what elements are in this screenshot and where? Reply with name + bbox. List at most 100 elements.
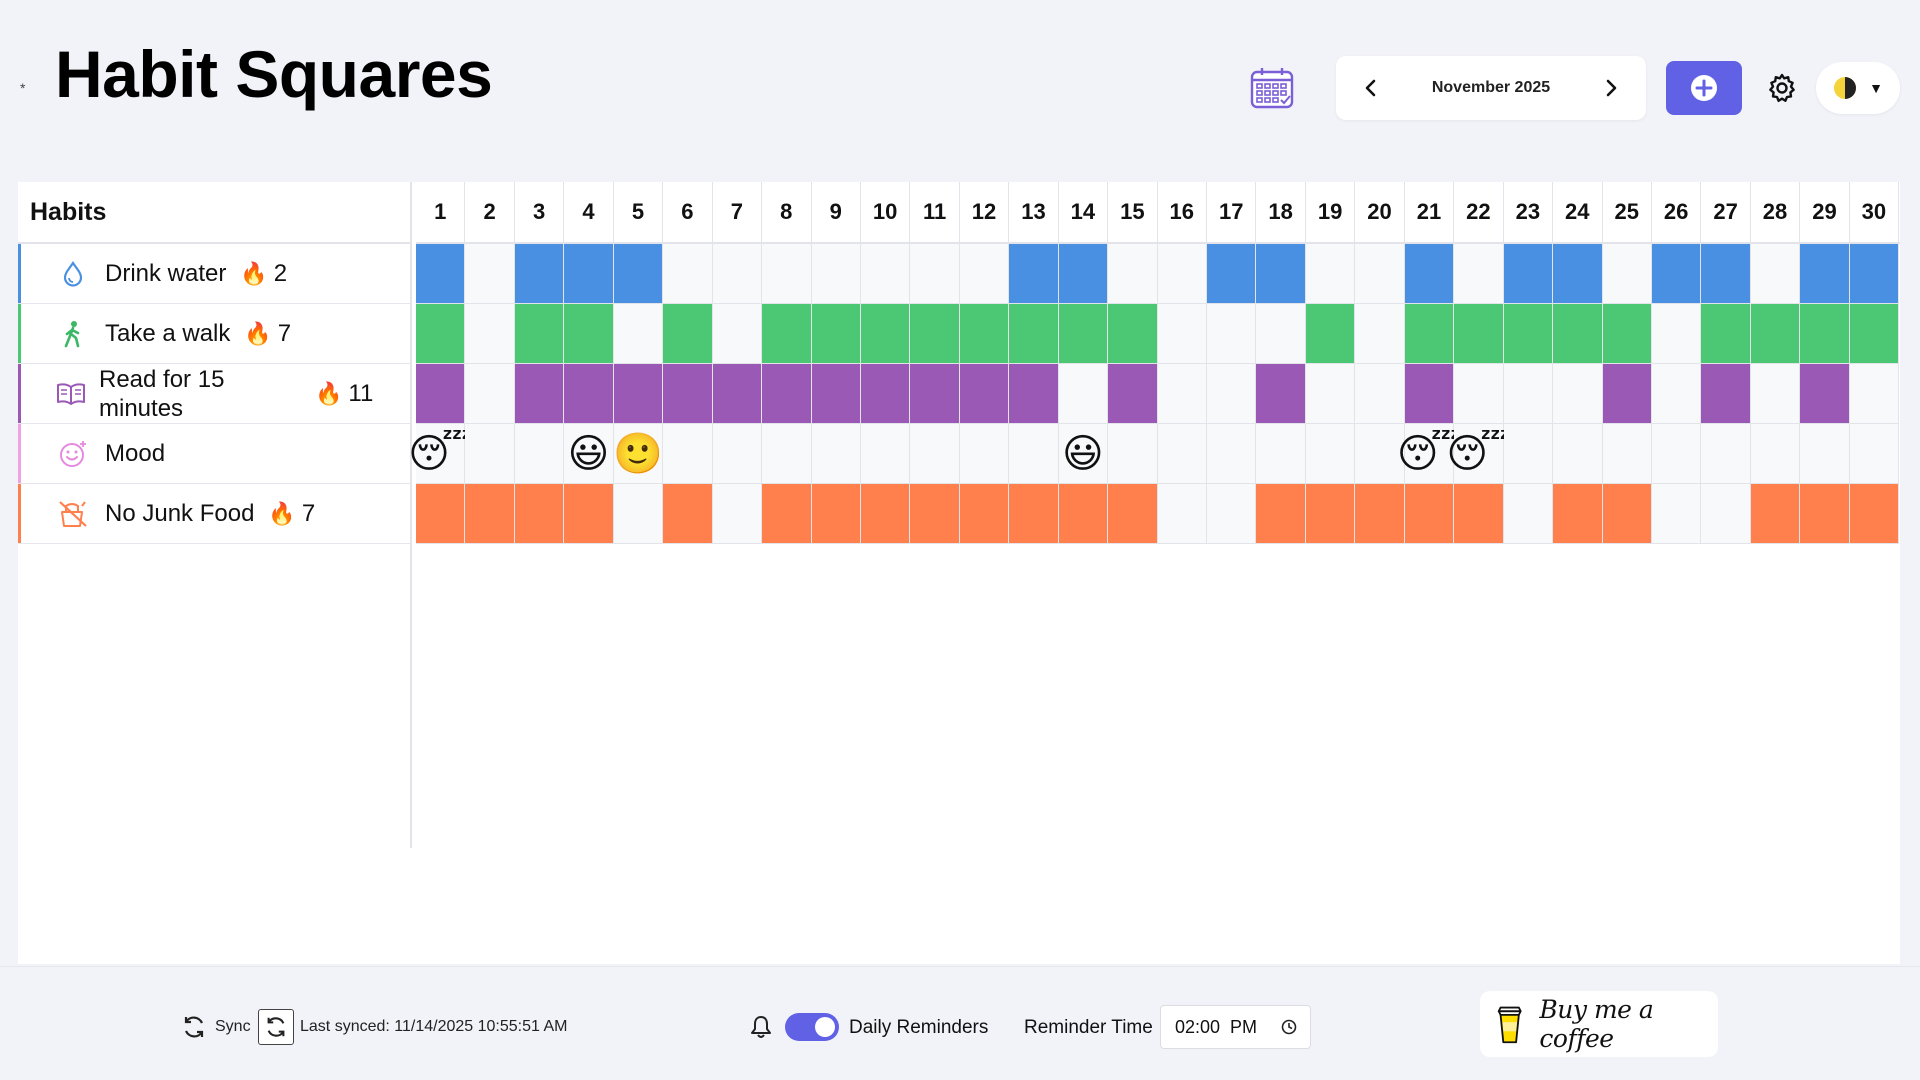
day-cell[interactable] — [1849, 304, 1900, 364]
day-cell[interactable] — [762, 484, 812, 544]
day-cell[interactable] — [959, 244, 1010, 304]
day-cell[interactable] — [1355, 364, 1405, 424]
mood-cell[interactable]: 😴 — [408, 424, 472, 484]
day-cell[interactable] — [910, 484, 960, 544]
day-cell[interactable] — [1009, 424, 1059, 484]
day-cell[interactable] — [1503, 364, 1554, 424]
day-cell[interactable] — [860, 304, 911, 364]
day-cell[interactable] — [1157, 424, 1207, 484]
day-cell[interactable] — [1602, 244, 1652, 304]
day-cell[interactable] — [1207, 364, 1257, 424]
day-cell[interactable] — [1849, 244, 1900, 304]
day-cell[interactable] — [465, 304, 515, 364]
day-cell[interactable] — [712, 424, 763, 484]
day-cell[interactable] — [1355, 484, 1405, 544]
buy-me-a-coffee-button[interactable]: Buy me a coffee — [1480, 991, 1718, 1057]
day-cell[interactable] — [1058, 484, 1109, 544]
day-cell[interactable] — [1602, 304, 1652, 364]
day-cell[interactable] — [1553, 424, 1603, 484]
day-cell[interactable] — [663, 424, 713, 484]
day-cell[interactable] — [1108, 424, 1158, 484]
day-cell[interactable] — [1355, 304, 1405, 364]
day-cell[interactable] — [1157, 304, 1207, 364]
day-cell[interactable] — [564, 304, 614, 364]
day-cell[interactable] — [1058, 244, 1109, 304]
day-cell[interactable] — [1750, 244, 1801, 304]
day-cell[interactable] — [1256, 244, 1306, 304]
day-cell[interactable] — [959, 304, 1010, 364]
day-cell[interactable] — [1701, 484, 1751, 544]
day-cell[interactable] — [1553, 304, 1603, 364]
day-cell[interactable] — [712, 304, 763, 364]
day-cell[interactable] — [1009, 484, 1059, 544]
day-cell[interactable] — [613, 364, 664, 424]
theme-selector[interactable]: ▼ — [1816, 62, 1900, 114]
day-cell[interactable] — [1553, 484, 1603, 544]
day-cell[interactable] — [1157, 484, 1207, 544]
day-cell[interactable] — [1701, 244, 1751, 304]
day-cell[interactable] — [465, 364, 515, 424]
day-cell[interactable] — [1108, 244, 1158, 304]
day-cell[interactable] — [1849, 424, 1900, 484]
day-cell[interactable] — [1800, 484, 1850, 544]
day-cell[interactable] — [1305, 484, 1356, 544]
mood-cell[interactable]: 🙂 — [613, 424, 664, 484]
day-cell[interactable] — [712, 244, 763, 304]
add-habit-button[interactable] — [1666, 61, 1742, 115]
day-cell[interactable] — [811, 244, 861, 304]
day-cell[interactable] — [1305, 304, 1356, 364]
day-cell[interactable] — [1800, 424, 1850, 484]
day-cell[interactable] — [1157, 364, 1207, 424]
day-cell[interactable] — [959, 484, 1010, 544]
mood-cell[interactable]: 😃 — [564, 424, 614, 484]
day-cell[interactable] — [1256, 424, 1306, 484]
day-cell[interactable] — [1602, 424, 1652, 484]
day-cell[interactable] — [1750, 364, 1801, 424]
day-cell[interactable] — [1849, 484, 1900, 544]
day-cell[interactable] — [1602, 364, 1652, 424]
day-cell[interactable] — [663, 484, 713, 544]
mood-cell[interactable]: 😴 — [1397, 424, 1461, 484]
day-cell[interactable] — [1207, 484, 1257, 544]
day-cell[interactable] — [860, 424, 911, 484]
day-cell[interactable] — [1058, 364, 1109, 424]
day-cell[interactable] — [1800, 364, 1850, 424]
day-cell[interactable] — [1355, 424, 1405, 484]
day-cell[interactable] — [613, 244, 664, 304]
day-cell[interactable] — [1404, 304, 1455, 364]
day-cell[interactable] — [416, 304, 466, 364]
day-cell[interactable] — [1256, 364, 1306, 424]
day-cell[interactable] — [465, 244, 515, 304]
day-cell[interactable] — [910, 364, 960, 424]
day-cell[interactable] — [1108, 484, 1158, 544]
day-cell[interactable] — [1256, 484, 1306, 544]
day-cell[interactable] — [1207, 304, 1257, 364]
day-cell[interactable] — [514, 484, 565, 544]
day-cell[interactable] — [465, 424, 515, 484]
day-cell[interactable] — [1503, 424, 1554, 484]
day-cell[interactable] — [860, 244, 911, 304]
day-cell[interactable] — [1305, 244, 1356, 304]
day-cell[interactable] — [1454, 244, 1504, 304]
day-cell[interactable] — [1058, 304, 1109, 364]
day-cell[interactable] — [465, 484, 515, 544]
day-cell[interactable] — [860, 364, 911, 424]
day-cell[interactable] — [663, 244, 713, 304]
day-cell[interactable] — [1651, 304, 1702, 364]
next-month-button[interactable] — [1594, 71, 1628, 105]
day-cell[interactable] — [1750, 484, 1801, 544]
mood-cell[interactable]: 😴 — [1446, 424, 1511, 484]
day-cell[interactable] — [514, 424, 565, 484]
daily-reminders-toggle[interactable] — [785, 1013, 839, 1041]
day-cell[interactable] — [1355, 244, 1405, 304]
day-cell[interactable] — [1108, 304, 1158, 364]
day-cell[interactable] — [712, 364, 763, 424]
day-cell[interactable] — [1800, 304, 1850, 364]
habit-row-no-junk-food[interactable]: No Junk Food 🔥 7 — [18, 484, 410, 544]
day-cell[interactable] — [1404, 484, 1455, 544]
day-cell[interactable] — [811, 304, 861, 364]
day-cell[interactable] — [416, 484, 466, 544]
day-cell[interactable] — [910, 304, 960, 364]
day-cell[interactable] — [613, 304, 664, 364]
calendar-view-button[interactable] — [1248, 64, 1296, 112]
